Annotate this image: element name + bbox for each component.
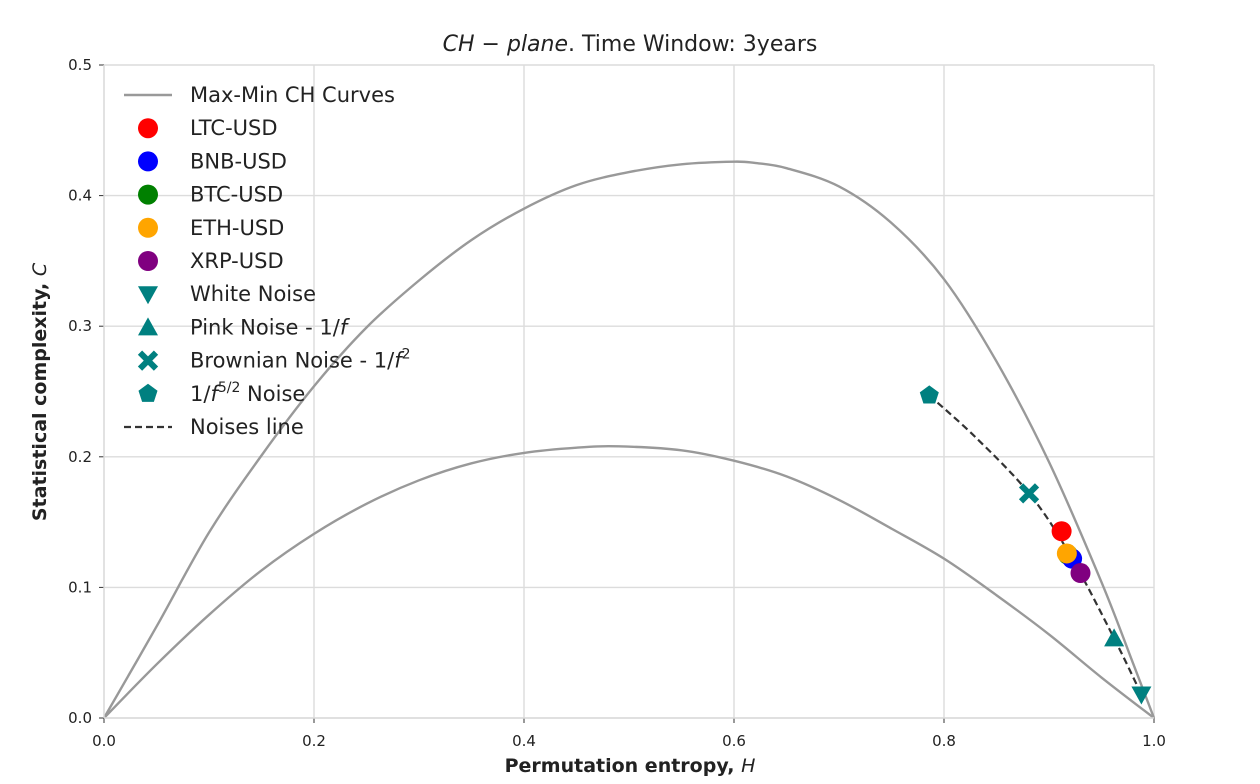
legend: Max-Min CH Curves LTC-USD BNB-USD BTC-USD ET… [124, 83, 411, 439]
x-tick-label: 0.0 [92, 732, 116, 750]
legend-swatch-eth-usd [138, 217, 158, 238]
y-tick-label: 0.3 [68, 317, 92, 335]
point-brownian-noise-1-f2-stroke-b [1018, 483, 1040, 504]
y-tick-label: 0.0 [68, 709, 92, 727]
legend-label-noises-line: Noises line [190, 415, 304, 439]
legend-label-brownian-noise-1-f2: Brownian Noise - 1/f2 [190, 347, 411, 373]
x-axis-title: Permutation entropy, H [505, 755, 756, 777]
legend-swatch-pink-noise-1-f [138, 317, 158, 336]
legend-swatch-xrp-usd [138, 251, 158, 271]
point-ltc-usd [1051, 521, 1072, 542]
legend-text-tail: Noise [240, 382, 305, 406]
legend-label-bnb-usd: BNB-USD [190, 149, 287, 173]
legend-label-curves: Max-Min CH Curves [190, 83, 395, 107]
chart-title: CH − plane. Time Window: 3years [443, 32, 818, 57]
axes [99, 64, 1155, 723]
x-tick-label: 0.4 [512, 732, 536, 750]
point-pink-noise-1-f [1104, 628, 1125, 647]
point-white-noise [1131, 686, 1152, 705]
legend-text-superscript: 2 [402, 347, 411, 363]
legend-label-ltc-usd: LTC-USD [190, 116, 278, 140]
legend-swatch-bnb-usd [138, 151, 158, 172]
y-tick-label: 0.4 [68, 187, 92, 205]
legend-label-btc-usd: BTC-USD [190, 183, 283, 207]
legend-swatch-brownian-noise-1-f2 [137, 350, 159, 371]
legend-text-italic: f [340, 315, 351, 339]
y-axis-title: Statistical complexity, C [29, 262, 51, 521]
y-tick-label: 0.1 [68, 578, 92, 596]
legend-text: Brownian Noise - 1/ [190, 349, 395, 373]
min-ch-curve [103, 445, 1155, 719]
legend-swatch-brownian-noise-1-f2-stroke-b [137, 350, 159, 371]
noises-line-group [928, 394, 1143, 695]
tick-labels: 0.0 0.2 0.4 0.6 0.8 1.0 0.0 0.1 0.2 0.3 0.4 0.5 [68, 56, 1166, 750]
x-tick-label: 0.6 [722, 732, 746, 750]
point-xrp-usd [1070, 563, 1091, 584]
legend-text-superscript: 5/2 [218, 380, 241, 396]
noises-line [928, 394, 1143, 695]
legend-label-1-f5-2-noise: 1/f5/2 Noise [190, 380, 305, 406]
y-tick-label: 0.5 [68, 56, 92, 74]
legend-swatch-1-f5-2-noise [138, 383, 158, 402]
legend-text: 1/ [190, 382, 211, 406]
legend-label-xrp-usd: XRP-USD [190, 249, 284, 273]
point-1-f5-2-noise [919, 385, 939, 404]
legend-text: Pink Noise - 1/ [190, 315, 341, 339]
max-ch-curve [102, 160, 1156, 719]
legend-text-italic: f [394, 349, 405, 373]
legend-label-white-noise: White Noise [190, 282, 316, 306]
y-tick-label: 0.2 [68, 448, 92, 466]
point-brownian-noise-1-f2 [1018, 483, 1040, 504]
x-tick-label: 0.2 [302, 732, 326, 750]
legend-label-pink-noise-1-f: Pink Noise - 1/f [190, 315, 351, 339]
point-eth-usd [1056, 543, 1077, 564]
x-tick-label: 0.8 [932, 732, 956, 750]
legend-swatch-white-noise [138, 286, 158, 305]
data-points [919, 385, 1152, 705]
legend-label-eth-usd: ETH-USD [190, 216, 284, 240]
max-min-curves [102, 160, 1156, 719]
legend-text-italic: f [210, 382, 221, 406]
legend-swatch-ltc-usd [138, 118, 158, 139]
x-tick-label: 1.0 [1142, 732, 1166, 750]
legend-swatch-btc-usd [138, 184, 158, 205]
